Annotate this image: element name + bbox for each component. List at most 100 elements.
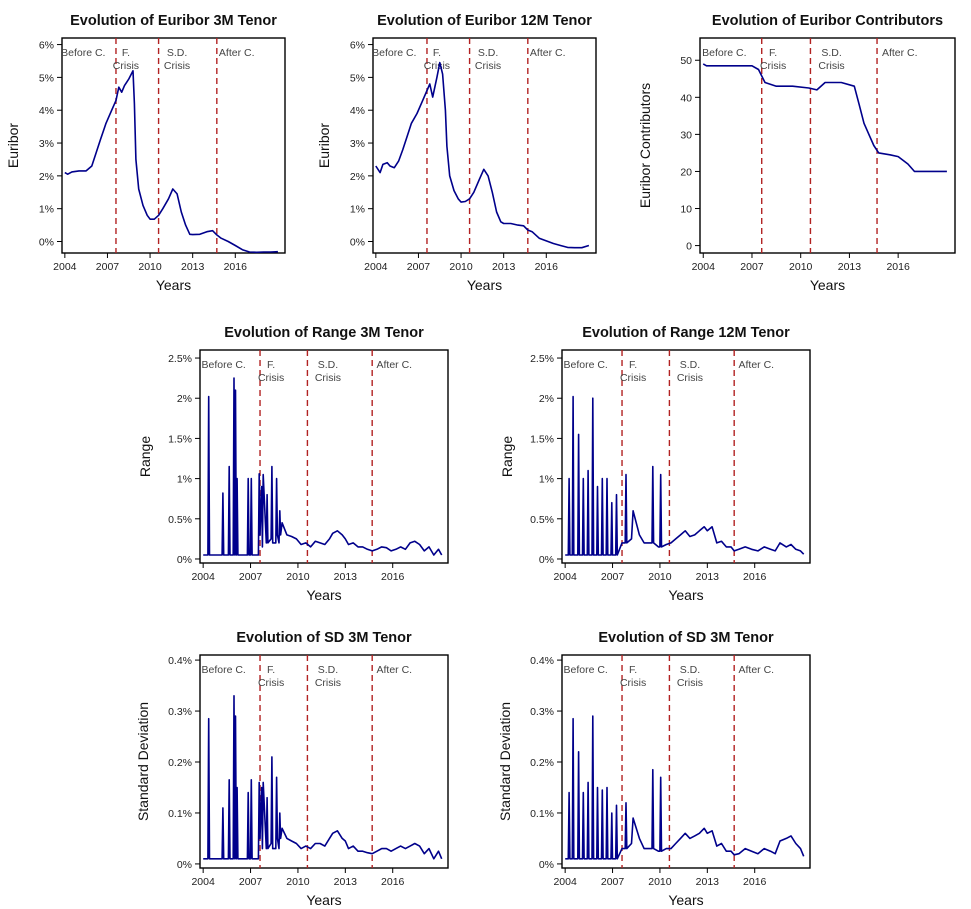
series-line [64,70,278,254]
x-tick-label: 2010 [789,261,813,273]
period-label: Before C. [564,359,608,371]
period-label: Crisis [620,677,646,689]
period-label: Before C. [564,664,608,676]
period-label: Crisis [164,60,190,72]
x-tick-label: 2010 [648,876,672,888]
period-label: Crisis [258,677,284,689]
y-tick-label: 0.3% [530,706,554,718]
period-label: Crisis [620,372,646,384]
y-tick-label: 30 [680,129,692,141]
y-tick-label: 4% [350,105,365,117]
chart-panel-1: Evolution of Euribor 3M Tenor 0% 1% 2% 3% 4% 5… [5,13,286,293]
chart-title: Evolution of Range 12M Tenor [582,325,790,341]
x-tick-label: 2007 [601,876,625,888]
plot-frame [561,349,811,564]
y-tick-label: 1% [177,474,192,486]
y-tick-label: 0% [177,859,192,871]
y-tick-label: 0.2% [530,757,554,769]
x-tick-label: 2013 [334,571,358,583]
y-tick-label: 10 [680,204,692,216]
y-tick-label: 50 [680,55,692,67]
period-label: Crisis [258,372,284,384]
period-label: After C. [738,359,774,371]
period-label: After C. [882,47,918,59]
y-tick-label: 2.5% [168,353,192,365]
period-label: S.D. [318,359,338,371]
y-axis-label: Euribor Contributors [637,83,653,208]
period-label: Crisis [315,372,341,384]
x-tick-label: 2016 [535,261,559,273]
x-tick-label: 2004 [553,876,577,888]
y-tick-label: 0.5% [168,514,192,526]
y-tick-label: 0% [539,554,554,566]
x-tick-label: 2013 [696,876,720,888]
x-axis-label: Years [810,277,845,293]
chart-title: Evolution of Euribor 12M Tenor [377,13,592,29]
period-label: Before C. [702,47,746,59]
chart-title: Evolution of Range 3M Tenor [224,325,424,341]
period-label: Before C. [202,664,246,676]
period-label: Crisis [315,677,341,689]
y-tick-label: 1.5% [530,433,554,445]
period-label: After C. [219,47,255,59]
series-line [702,63,947,173]
y-tick-label: 1% [539,474,554,486]
period-label: S.D. [680,664,700,676]
plot-frame [561,654,811,869]
x-tick-label: 2004 [191,876,215,888]
series-line [203,694,443,860]
period-label: After C. [376,664,412,676]
y-tick-label: 0% [39,237,54,249]
x-tick-label: 2016 [381,876,405,888]
period-label: After C. [376,359,412,371]
y-axis-label: Standard Deviation [135,702,151,821]
y-tick-label: 2% [177,393,192,405]
plot-frame [61,37,286,254]
x-tick-label: 2010 [648,571,672,583]
chart-panel-6: Evolution of SD 3M Tenor 0% 0.1% 0.2% 0.3% 0.… [135,630,449,908]
x-tick-label: 2016 [743,876,767,888]
x-tick-label: 2013 [492,261,516,273]
y-axis-label: Range [137,436,153,477]
x-tick-label: 2004 [53,261,77,273]
y-tick-label: 0% [177,554,192,566]
y-tick-label: 0.3% [168,706,192,718]
y-axis-label: Standard Deviation [497,702,513,821]
y-tick-label: 2% [539,393,554,405]
period-label: F. [267,359,275,371]
period-label: S.D. [821,47,841,59]
x-tick-label: 2007 [601,571,625,583]
x-tick-label: 2010 [138,261,162,273]
x-tick-label: 2010 [286,571,310,583]
y-tick-label: 0 [686,241,692,253]
x-axis-label: Years [306,587,341,603]
y-tick-label: 6% [39,40,54,52]
x-tick-label: 2010 [286,876,310,888]
x-tick-label: 2013 [838,261,862,273]
period-label: F. [433,47,441,59]
x-axis-label: Years [156,277,191,293]
y-tick-label: 0.1% [168,808,192,820]
y-tick-label: 20 [680,166,692,178]
period-label: Crisis [760,60,786,72]
chart-panel-4: Evolution of Range 3M Tenor 0% 0.5% 1% 1.5% 2… [137,325,449,603]
y-tick-label: 1.5% [168,433,192,445]
x-tick-label: 2013 [181,261,205,273]
period-label: Before C. [61,47,105,59]
y-tick-label: 1% [350,204,365,216]
y-tick-label: 0% [539,859,554,871]
period-label: Crisis [677,372,703,384]
period-label: S.D. [478,47,498,59]
x-tick-label: 2007 [239,876,263,888]
x-tick-label: 2010 [449,261,473,273]
x-axis-label: Years [467,277,502,293]
x-axis-label: Years [668,892,703,908]
y-axis-label: Euribor [5,123,21,168]
chart-panel-7: Evolution of SD 3M Tenor 0% 0.1% 0.2% 0.3% 0.… [497,630,811,908]
y-tick-label: 0.4% [168,655,192,667]
y-tick-label: 4% [39,105,54,117]
x-axis-label: Years [668,587,703,603]
y-tick-label: 0.2% [168,757,192,769]
y-tick-label: 0.4% [530,655,554,667]
